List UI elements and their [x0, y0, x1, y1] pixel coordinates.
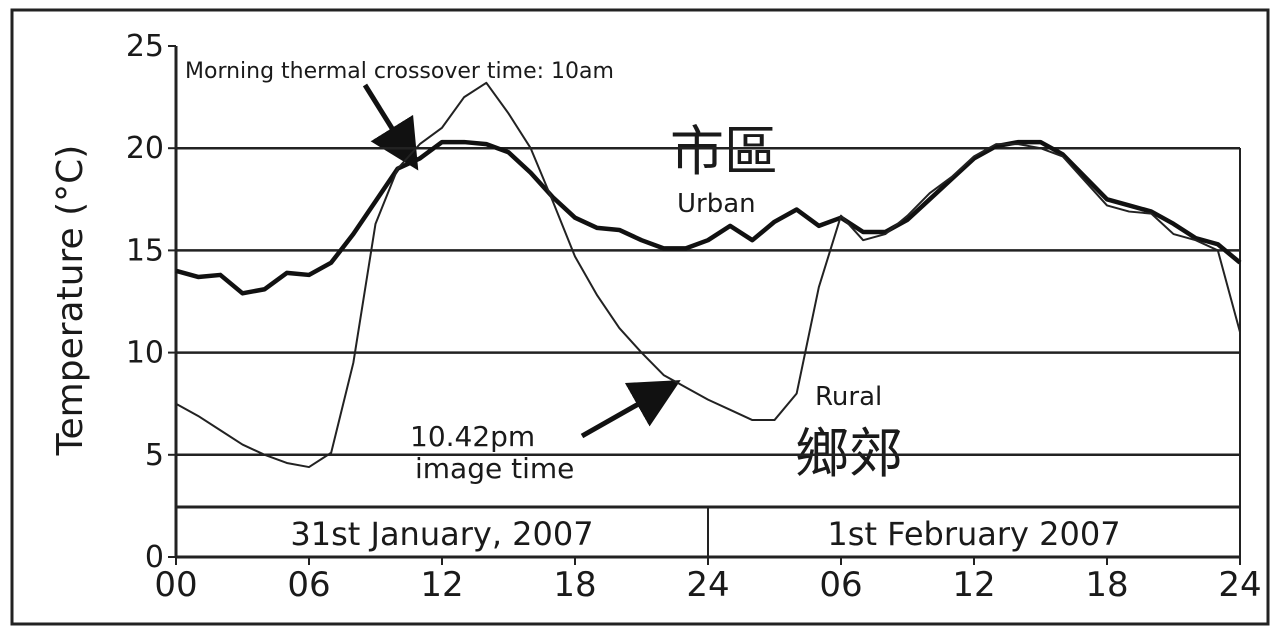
series-label: Urban [677, 189, 756, 219]
series-line [175, 81, 1241, 469]
series-label-zh: 鄉郊 [795, 422, 903, 485]
series-label: Rural [815, 382, 882, 412]
y-tick-label: 25 [126, 29, 164, 64]
annotation: image time [415, 452, 574, 485]
x-tick-label: 24 [686, 565, 729, 605]
annotation: Morning thermal crossover time: 10am [185, 59, 614, 84]
annotation: 10.42pm [410, 420, 535, 453]
x-tick-label: 12 [420, 565, 463, 605]
series-line [175, 139, 1242, 296]
y-tick-label: 0 [145, 540, 164, 575]
x-tick-label: 06 [819, 565, 862, 605]
chart-frame [10, 8, 1270, 626]
series-label-zh: 市區 [670, 120, 778, 183]
x-tick-label: 18 [553, 565, 596, 605]
date-label: 1st February 2007 [827, 515, 1120, 553]
x-tick-label: 24 [1218, 565, 1261, 605]
y-tick-label: 20 [126, 131, 164, 166]
x-tick-label: 18 [1085, 565, 1128, 605]
x-tick-label: 06 [287, 565, 330, 605]
x-tick-label: 00 [154, 565, 197, 605]
date-label: 31st January, 2007 [290, 515, 593, 553]
arrow [580, 380, 681, 439]
x-tick-label: 12 [952, 565, 995, 605]
y-axis-label: Temperature (°C) [50, 145, 91, 457]
y-tick-label: 5 [145, 438, 164, 473]
y-tick-label: 15 [126, 233, 164, 268]
y-tick-label: 10 [126, 336, 164, 371]
